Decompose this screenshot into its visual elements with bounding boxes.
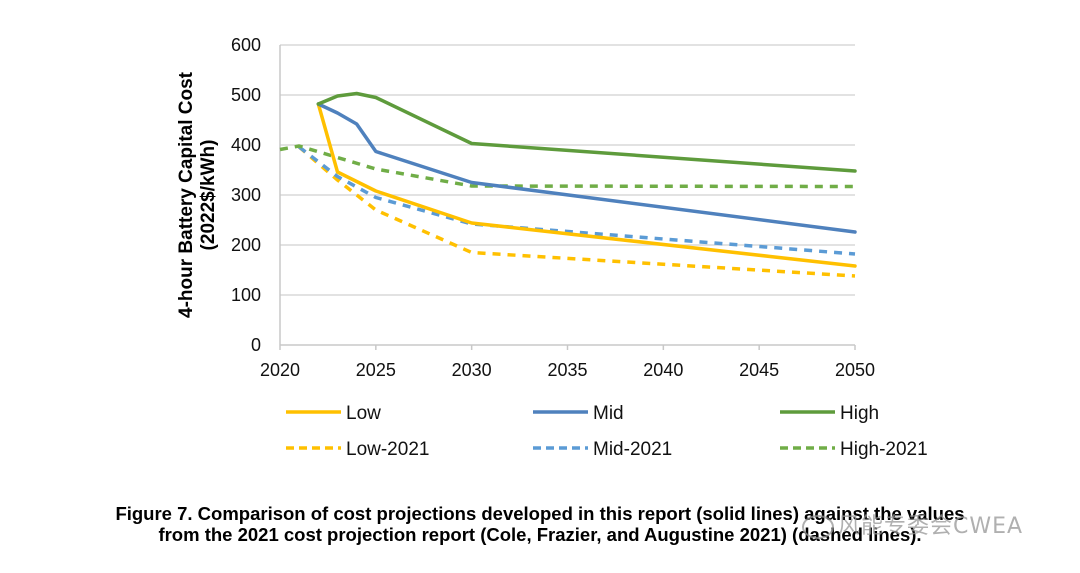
- legend-item-high-2021: High-2021: [780, 439, 928, 460]
- series-line-high: [316, 91, 857, 173]
- series-line-low-2021: [298, 145, 856, 278]
- y-tick-labels: 0 100 200 300 400 500 600: [231, 35, 261, 355]
- caption-line-2: from the 2021 cost projection report (Co…: [158, 524, 922, 545]
- series-line-low: [316, 102, 857, 268]
- wechat-icon: [802, 515, 834, 539]
- y-axis-label-title: 4-hour Battery Capital Cost: [176, 71, 197, 318]
- y-tick-label-100: 100: [231, 285, 261, 305]
- legend-item-low: Low: [286, 403, 381, 424]
- y-axis-label-units: (2022$/kWh): [198, 140, 219, 251]
- series-lines: [279, 91, 857, 278]
- caption-line-1: Figure 7. Comparison of cost projections…: [115, 503, 965, 524]
- watermark-text: 风能专委会CWEA: [838, 514, 1024, 539]
- y-tick-label-400: 400: [231, 135, 261, 155]
- series-line-mid: [316, 102, 857, 234]
- x-tick-label-2030: 2030: [452, 360, 492, 380]
- legend-label: High: [840, 403, 879, 424]
- axes: [279, 45, 856, 350]
- legend-label: Mid: [593, 403, 624, 424]
- cost-projection-chart: 0 100 200 300 400 500 600 2020 2025 2030 2035 2040…: [176, 35, 928, 460]
- watermark: 风能专委会CWEA: [802, 508, 1023, 540]
- x-tick-label-2040: 2040: [643, 360, 683, 380]
- legend-item-low-2021: Low-2021: [286, 439, 429, 460]
- legend-label: Low-2021: [346, 439, 429, 460]
- legend-item-mid: Mid: [533, 403, 624, 424]
- y-tick-label-600: 600: [231, 35, 261, 55]
- series-line-high-2021: [279, 144, 856, 189]
- x-tick-label-2025: 2025: [356, 360, 396, 380]
- y-tick-label-300: 300: [231, 185, 261, 205]
- x-tick-label-2035: 2035: [547, 360, 587, 380]
- x-tick-label-2045: 2045: [739, 360, 779, 380]
- x-tick-labels: 2020 2025 2030 2035 2040 2045 2050: [260, 360, 875, 380]
- y-tick-label-200: 200: [231, 235, 261, 255]
- y-axis-label: 4-hour Battery Capital Cost (2022$/kWh): [176, 71, 219, 318]
- legend: Low Mid High Low-2021 Mid-2021 High-2021: [286, 403, 928, 460]
- legend-label: High-2021: [840, 439, 928, 460]
- y-tick-label-0: 0: [251, 335, 261, 355]
- legend-label: Mid-2021: [593, 439, 672, 460]
- figure-caption: Figure 7. Comparison of cost projections…: [0, 503, 1080, 545]
- legend-item-mid-2021: Mid-2021: [533, 439, 672, 460]
- x-tick-label-2020: 2020: [260, 360, 300, 380]
- x-tick-label-2050: 2050: [835, 360, 875, 380]
- legend-item-high: High: [780, 403, 879, 424]
- legend-label: Low: [346, 403, 381, 424]
- series-line-mid-2021: [298, 145, 856, 256]
- y-tick-label-500: 500: [231, 85, 261, 105]
